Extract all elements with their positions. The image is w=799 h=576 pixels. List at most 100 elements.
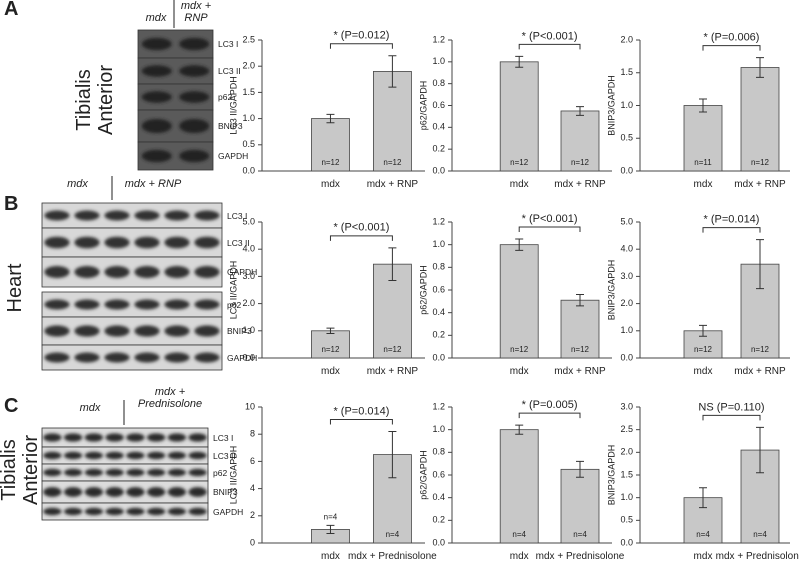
x-tick-label: mdx + RNP [554,366,606,377]
y-axis-label: BNIP3/GAPDH [606,445,616,506]
error-bar [326,327,335,335]
bar [499,61,539,172]
significance-bracket [702,414,761,421]
y-tick-label: 0 [250,537,255,547]
bar [683,105,723,172]
blot-bands [42,464,208,481]
panel-label: C [4,395,19,417]
y-tick-label: 2.5 [620,424,633,434]
y-tick-label: 0.6 [432,100,445,110]
blot-bands [138,142,213,170]
y-tick-label: 6 [250,456,255,466]
band-label: p62 [227,299,242,310]
x-tick-label: mdx [509,551,529,562]
n-label: n=4 [512,530,526,539]
error-bar [515,238,524,251]
blot-bands [42,257,222,287]
y-tick-label: 1.2 [432,216,445,226]
y-tick-label: 0.2 [432,330,445,340]
blot-bands [42,428,208,447]
bar [560,299,600,359]
tissue-label: Tibialis Anterior [0,410,42,530]
blot-bands [138,58,213,84]
error-bar [576,106,584,116]
n-label: n=12 [510,158,529,167]
y-tick-label: 1.0 [242,113,255,123]
y-tick-label: 10 [245,401,255,411]
y-tick-label: 0.2 [432,144,445,154]
y-tick-label: 1.5 [620,67,633,77]
y-tick-label: 0.5 [242,139,255,149]
y-tick-label: 0.0 [620,537,633,547]
y-tick-label: 0.8 [432,78,445,88]
bar-chart: p62/GAPDH 0.0 0.2 0.4 0.6 0.8 1.0 1.2 n=4 n=4 * (P… [418,399,612,547]
significance-bracket [329,418,393,425]
y-tick-label: 0.0 [432,165,445,175]
y-tick-label: 4 [250,483,255,493]
y-tick-label: 1.2 [432,34,445,44]
y-tick-label: 1.0 [432,424,445,434]
annotation: * (P=0.006) [704,32,760,44]
y-tick-label: 5.0 [620,216,633,226]
blot-bands [42,345,222,370]
annotation: * (P=0.014) [704,214,760,226]
y-tick-label: 0.0 [620,352,633,362]
bar [311,330,350,359]
y-axis-label: BNIP3/GAPDH [606,75,616,136]
bar-chart: LC3 II/GAPDH 0 2 4 6 8 10 n=4 n=4 * (P=0.014) [228,401,425,547]
band-label: LC3 I [227,210,248,221]
y-axis-label: LC3 II/GAPDH [228,261,238,320]
n-label: n=4 [753,530,767,539]
x-tick-label: mdx [693,551,713,562]
band-label: p62 [213,467,228,478]
y-tick-label: 2 [250,510,255,520]
band-label: BNIP3 [227,326,252,336]
x-tick-label: mdx [693,366,713,377]
n-label: n=12 [571,158,590,167]
x-tick-label: mdx [321,551,340,562]
y-tick-label: 2.0 [620,447,633,457]
y-tick-label: 5.0 [242,216,255,226]
y-tick-label: 2.5 [242,34,255,44]
group-label: mdx + RNP [180,0,212,24]
x-tick-label: mdx [321,366,340,377]
error-bar [756,426,764,474]
y-tick-label: 1.5 [242,87,255,97]
band-label: GAPDH [218,151,249,161]
annotation: * (P=0.012) [333,30,389,42]
error-bar [388,247,397,281]
x-tick-label: mdx + Prednisolone [535,551,625,562]
x-tick-label: mdx + RNP [366,179,419,190]
error-bar [576,460,584,478]
error-bar [699,324,707,337]
y-tick-label: 0.5 [620,515,633,525]
bar-chart: LC3 II/GAPDH 0.0 1.0 2.0 3.0 4.0 5.0 n=12 n=12 * … [228,216,425,362]
y-tick-label: 0.6 [432,284,445,294]
x-tick-label: mdx + RNP [734,179,786,190]
n-label: n=12 [321,158,340,167]
n-label: n=12 [694,345,713,354]
band-label: LC3 II [213,450,236,461]
blot-bands [138,30,213,58]
n-label: n=12 [510,345,529,354]
tissue-line: Tibialis [0,439,20,501]
y-tick-label: 8 [250,429,255,439]
blot-bands [42,503,208,520]
y-tick-label: 0.0 [620,165,633,175]
annotation: * (P<0.001) [522,213,578,225]
y-tick-label: 1.0 [432,239,445,249]
band-label: BNIP3 [218,121,243,131]
annotation: * (P<0.001) [333,222,389,234]
n-label: n=11 [694,158,712,167]
annotation: * (P=0.005) [522,399,578,411]
annotation: NS (P=0.110) [698,401,764,413]
bar-chart: BNIP3/GAPDH 0.0 0.5 1.0 1.5 2.0 n=11 n=12 * (P=0… [606,32,790,175]
n-label: n=12 [383,345,402,354]
blot-images [41,0,223,521]
band-label: BNIP3 [213,487,238,497]
error-bar [699,487,707,509]
y-tick-label: 3.0 [620,271,633,281]
n-label: n=4 [573,530,587,539]
y-axis-label: LC3 II/GAPDH [228,76,238,135]
error-bar [699,98,707,113]
